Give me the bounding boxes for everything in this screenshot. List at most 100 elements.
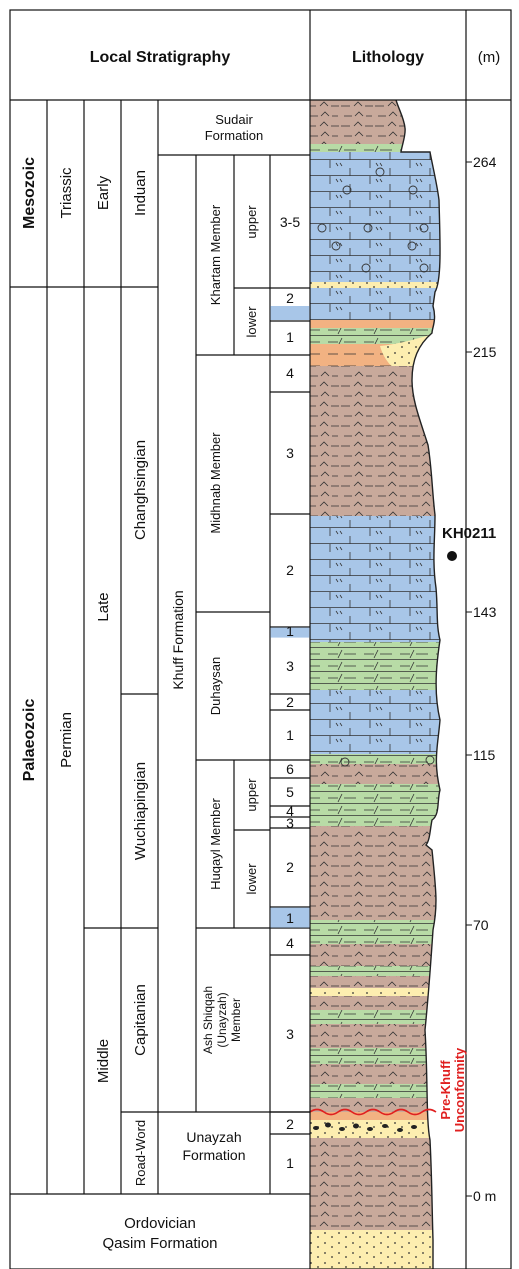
litho-layer xyxy=(310,976,441,988)
litho-layer xyxy=(310,1064,441,1084)
system-permian: Permian xyxy=(58,712,75,768)
litho-profile-outline xyxy=(395,99,441,1269)
unit-label: 2 xyxy=(286,290,294,306)
submember-huqayl-lower: lower xyxy=(244,863,259,895)
depth-label: 215 xyxy=(473,344,497,360)
well-label: KH0211 xyxy=(442,525,496,542)
lithology-column xyxy=(310,100,441,1269)
submember-khartam-upper: upper xyxy=(244,205,259,239)
litho-layer xyxy=(310,1024,441,1048)
header-local-stratigraphy: Local Stratigraphy xyxy=(90,49,231,66)
unit-label: 1 xyxy=(286,623,294,639)
litho-layer xyxy=(310,328,441,344)
litho-layer xyxy=(310,152,441,282)
litho-layer xyxy=(310,826,441,920)
litho-layer xyxy=(310,944,441,966)
litho-layer xyxy=(310,282,441,288)
formation-sudair-line1: Sudair xyxy=(215,112,253,127)
litho-layer xyxy=(310,966,441,976)
litho-layer xyxy=(310,516,441,626)
stage-road-word: Road-Word xyxy=(133,1120,148,1186)
litho-layer xyxy=(310,626,441,642)
formation-khuff: Khuff Formation xyxy=(170,590,186,689)
header-units: (m) xyxy=(478,49,501,66)
unit-label: 1 xyxy=(286,910,294,926)
unit-label: 4 xyxy=(286,803,294,819)
unit-label: 3-5 xyxy=(280,214,300,230)
depth-label: 115 xyxy=(473,747,496,763)
litho-layer xyxy=(310,1112,441,1120)
litho-layer xyxy=(310,1230,441,1269)
member-ash-shiqqah-line1: Ash Shiqqah xyxy=(201,986,215,1054)
unit-highlight xyxy=(270,627,310,638)
unit-label: 3 xyxy=(286,1026,294,1042)
formation-ordovician-line2: Qasim Formation xyxy=(102,1235,217,1252)
unconformity-line xyxy=(309,1108,437,1116)
formation-unayzah-line1: Unayzah xyxy=(186,1129,241,1145)
member-midhnab: Midhnab Member xyxy=(208,432,223,534)
member-ash-shiqqah-line3: Member xyxy=(229,998,243,1042)
well-sample-dot xyxy=(447,551,457,561)
era-palaeozoic: Palaeozoic xyxy=(21,699,38,782)
unit-label: 3 xyxy=(286,658,294,674)
litho-layer xyxy=(310,366,441,516)
stage-capitanian: Capitanian xyxy=(132,984,149,1056)
unit-label: 4 xyxy=(286,935,294,951)
series-middle: Middle xyxy=(95,1039,112,1083)
depth-ticks xyxy=(466,161,472,1197)
unit-highlight xyxy=(270,907,310,928)
litho-layer xyxy=(310,1048,441,1064)
formation-ordovician-line1: Ordovician xyxy=(124,1215,196,1232)
member-duhaysan: Duhaysan xyxy=(208,657,223,716)
stage-wuchiapingian: Wuchiapingian xyxy=(132,762,149,860)
unit-label: 2 xyxy=(286,859,294,875)
litho-layer xyxy=(310,1084,441,1098)
unit-label: 2 xyxy=(286,694,294,710)
table-grid xyxy=(9,9,512,1269)
litho-layer xyxy=(310,1120,441,1138)
litho-layer xyxy=(310,754,441,764)
unit-label: 1 xyxy=(286,1155,294,1171)
depth-label: 264 xyxy=(473,154,497,170)
unit-label: 5 xyxy=(286,784,294,800)
member-ash-shiqqah-line2: (Unayzah) xyxy=(215,992,229,1047)
litho-layer xyxy=(310,320,441,328)
series-late: Late xyxy=(95,592,112,621)
litho-layer xyxy=(310,690,441,754)
unit-label: 6 xyxy=(286,761,294,777)
header-lithology: Lithology xyxy=(352,49,424,66)
litho-layer xyxy=(310,988,441,996)
formation-sudair-line2: Formation xyxy=(205,128,264,143)
litho-layer xyxy=(310,996,441,1010)
era-mesozoic: Mesozoic xyxy=(21,157,38,229)
unit-label: 1 xyxy=(286,329,294,345)
litho-layer xyxy=(310,1138,441,1230)
litho-layer xyxy=(310,288,441,320)
litho-layer xyxy=(310,344,441,366)
stage-changhsingian: Changhsingian xyxy=(132,440,149,540)
member-huqayl: Huqayl Member xyxy=(208,797,223,889)
formation-unayzah-line2: Formation xyxy=(182,1147,245,1163)
series-early: Early xyxy=(95,175,112,210)
unit-label: 4 xyxy=(286,365,294,381)
litho-layer xyxy=(310,1010,441,1024)
litho-layer xyxy=(310,1098,441,1112)
member-khartam: Khartam Member xyxy=(208,204,223,305)
unit-highlight xyxy=(270,306,310,320)
litho-layer xyxy=(310,144,441,152)
unit-label: 3 xyxy=(286,445,294,461)
submember-khartam-lower: lower xyxy=(244,306,259,338)
unit-label: 3 xyxy=(286,815,294,831)
depth-label: 70 xyxy=(473,917,489,933)
unit-label: 2 xyxy=(286,1116,294,1132)
litho-layer xyxy=(310,920,441,944)
litho-layer xyxy=(310,764,441,784)
unconformity-label-line1: Pre-Khuff xyxy=(438,1060,453,1120)
litho-layer xyxy=(310,642,441,690)
depth-label: 0 m xyxy=(473,1188,496,1204)
system-triassic: Triassic xyxy=(58,167,75,219)
stage-induan: Induan xyxy=(132,170,149,216)
unit-label: 2 xyxy=(286,562,294,578)
litho-layer xyxy=(310,784,441,826)
